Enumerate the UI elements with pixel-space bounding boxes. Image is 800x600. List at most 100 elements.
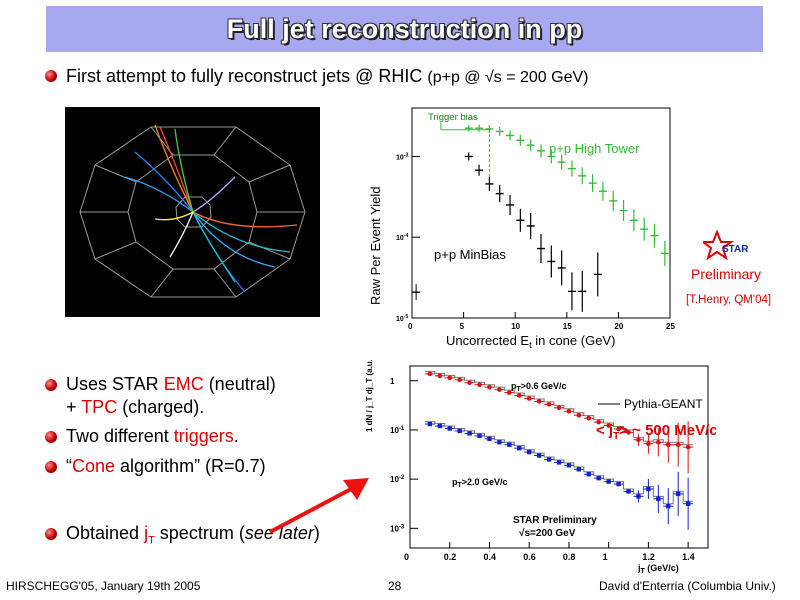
arrow-icon [269, 478, 369, 534]
bullet-4: “Cone algorithm” (R=0.7) [66, 456, 266, 476]
jt-highlight: jT [144, 523, 155, 547]
data-point [457, 377, 462, 383]
data-point [636, 494, 641, 499]
data-point [526, 396, 532, 401]
bullet-2-line-1: Uses STAR EMC (neutral) [66, 374, 276, 394]
x-tick-label: 0.8 [563, 552, 576, 562]
data-point [556, 405, 562, 411]
data-point [596, 475, 601, 481]
high-tower-label: p+p High Tower [549, 141, 640, 156]
footer-left: HIRSCHEGG'05, January 19th 2005 [6, 579, 201, 593]
bullet-icon [45, 70, 57, 82]
minbias-label: p+p MinBias [434, 247, 506, 262]
x-tick-label: 1.2 [642, 552, 655, 562]
x-tick-label: 1 [603, 552, 608, 562]
data-point [527, 449, 532, 455]
triggers-highlight: triggers [173, 426, 234, 446]
particle-tracks [124, 124, 298, 293]
data-point [675, 442, 681, 448]
mean-jt-label: < jT> ~ 500 MeV/c [596, 422, 716, 442]
y-tick-label: 10-4 [396, 233, 408, 242]
data-point [477, 382, 482, 387]
raw-yield-frame [411, 107, 671, 319]
data-point [487, 384, 492, 390]
data-point [576, 412, 582, 418]
data-point [606, 423, 611, 428]
citation: [T.Henry, QM'04] [686, 294, 772, 306]
pythia-histogram [424, 370, 694, 446]
bullet-1-text: First attempt to fully reconstruct jets … [66, 66, 423, 86]
data-point [546, 402, 552, 407]
data-point [676, 491, 681, 497]
tpc-highlight: TPC [81, 397, 118, 417]
data-point [487, 436, 492, 441]
data-point [517, 445, 522, 451]
y-tick-label: 10-2 [390, 475, 405, 484]
y-tick-label: 10-1 [390, 426, 405, 435]
detector-inner-ring [175, 196, 212, 228]
data-point [536, 453, 542, 458]
x-tick-label: 0 [408, 322, 413, 331]
data-point [636, 437, 641, 443]
data-point [546, 457, 552, 462]
data-point [616, 426, 621, 432]
data-point [656, 439, 661, 445]
x-tick-label: 20 [614, 322, 623, 331]
data-point [457, 428, 462, 434]
raw-yield-y-axis-label: Raw Per Event Yield [368, 186, 383, 305]
data-point [665, 442, 671, 448]
x-tick-label: 10 [511, 322, 520, 331]
data-point [427, 371, 433, 377]
data-point [606, 479, 611, 484]
jt-spectrum-chart: 0 0.2 0.4 0.6 0.8 1 1.2 1.4 1 10-1 10-2 10-3 1 dN /… [365, 360, 716, 575]
data-point [656, 496, 661, 502]
svg-text:STAR: STAR [722, 244, 749, 255]
bullet-icon [45, 379, 57, 391]
data-point [447, 426, 452, 431]
data-point [437, 373, 443, 379]
bullet-2-line-2: + TPC (charged). [66, 397, 205, 417]
data-point [427, 421, 433, 427]
x-tick-label: 5 [460, 322, 465, 331]
bullet-3: Two different triggers. [66, 426, 239, 446]
data-point [507, 442, 512, 447]
data-point [467, 431, 472, 436]
x-tick-label: 1.4 [682, 552, 695, 562]
footer-right: David d'Enterria (Columbia Univ.) [599, 579, 776, 593]
preliminary-label: Preliminary [691, 266, 762, 282]
bullet-5: Obtained jT spectrum (see later) [66, 523, 320, 547]
pythia-histogram [424, 421, 694, 505]
data-point [586, 415, 592, 421]
y-tick-label: 1 [390, 377, 395, 386]
energy-label: √s=200 GeV [519, 528, 576, 539]
data-point [516, 393, 522, 398]
data-point [576, 467, 582, 472]
data-point [497, 387, 502, 392]
raw-yield-x-axis-label: Uncorrected Et in cone (GeV) [446, 333, 615, 350]
star-preliminary-label: STAR Preliminary [513, 515, 597, 526]
jt-y-axis-label: 1 dN / j_T dj_T (a.u.) [365, 360, 374, 432]
data-point [536, 399, 542, 404]
data-point [477, 433, 482, 439]
bullet-icon [45, 528, 57, 540]
pt-cut-low-label: pT>2.0 GeV/c [452, 477, 508, 489]
bullet-1: First attempt to fully reconstruct jets … [66, 65, 589, 89]
data-point [467, 380, 472, 386]
event-display [65, 107, 320, 317]
title-bar: Full jet reconstruction in pp [46, 6, 763, 52]
data-point [685, 444, 691, 450]
data-point [586, 472, 591, 477]
trigger-bias-label: Trigger bias [428, 112, 478, 123]
bullet-1-subtext: (p+p @ √s = 200 GeV) [427, 69, 589, 86]
data-point [626, 430, 631, 435]
page-number: 28 [388, 579, 402, 593]
y-tick-label: 10-3 [390, 524, 405, 533]
data-point [646, 441, 651, 447]
x-tick-label: 15 [563, 322, 572, 331]
x-tick-label: 0.6 [523, 552, 536, 562]
data-point [596, 419, 602, 425]
cone-highlight: Cone [72, 456, 116, 476]
bullet-icon [45, 431, 57, 443]
data-point [616, 481, 621, 487]
pt-cut-high-label: pT>0.6 GeV/c [511, 381, 567, 393]
